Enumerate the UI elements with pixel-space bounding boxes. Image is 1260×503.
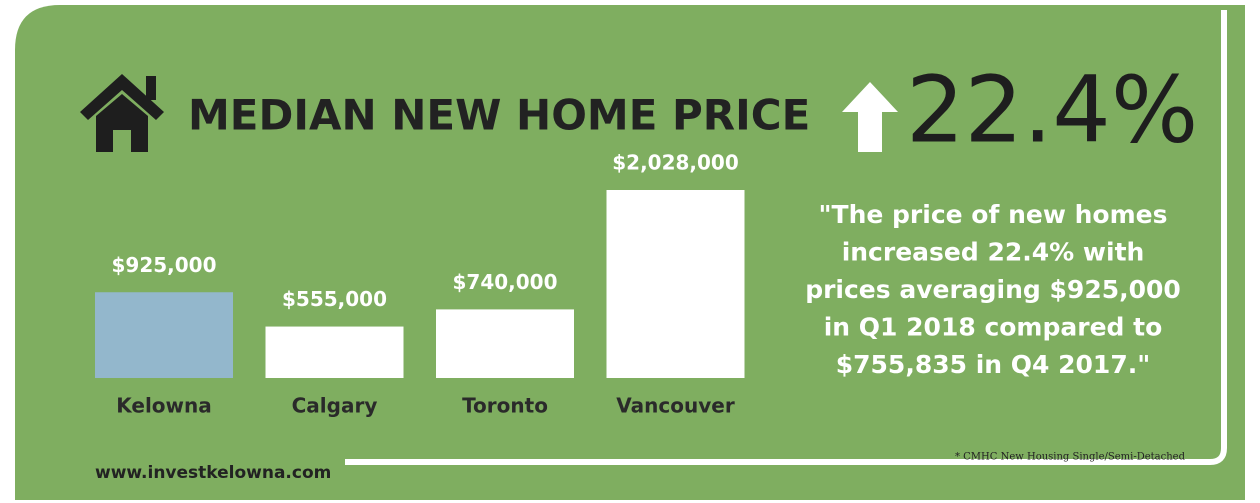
quote-line: increased 22.4% with	[842, 238, 1145, 267]
quote-line: "The price of new homes	[819, 200, 1168, 229]
value-label: $740,000	[452, 270, 557, 294]
value-label: $555,000	[282, 287, 387, 311]
chart-title: MEDIAN NEW HOME PRICE	[188, 91, 810, 140]
category-label: Toronto	[462, 394, 548, 418]
change-value: 22.4%	[906, 56, 1198, 163]
category-label: Vancouver	[616, 394, 735, 418]
value-label: $2,028,000	[612, 151, 739, 175]
quote-line: prices averaging $925,000	[805, 275, 1181, 304]
website: www.investkelowna.com	[95, 463, 331, 483]
up-arrow	[842, 82, 898, 152]
bar	[436, 309, 574, 378]
house-icon	[80, 74, 164, 152]
bar	[606, 190, 745, 378]
bar	[265, 326, 404, 378]
frame-line	[345, 10, 1227, 465]
bar	[95, 292, 233, 378]
value-label: $925,000	[111, 253, 216, 277]
quote-line: in Q1 2018 compared to	[824, 313, 1163, 342]
category-label: Calgary	[292, 394, 378, 418]
category-label: Kelowna	[116, 394, 212, 418]
quote-line: $755,835 in Q4 2017."	[836, 350, 1151, 379]
footnote: * CMHC New Housing Single/Semi-Detached	[955, 452, 1186, 463]
